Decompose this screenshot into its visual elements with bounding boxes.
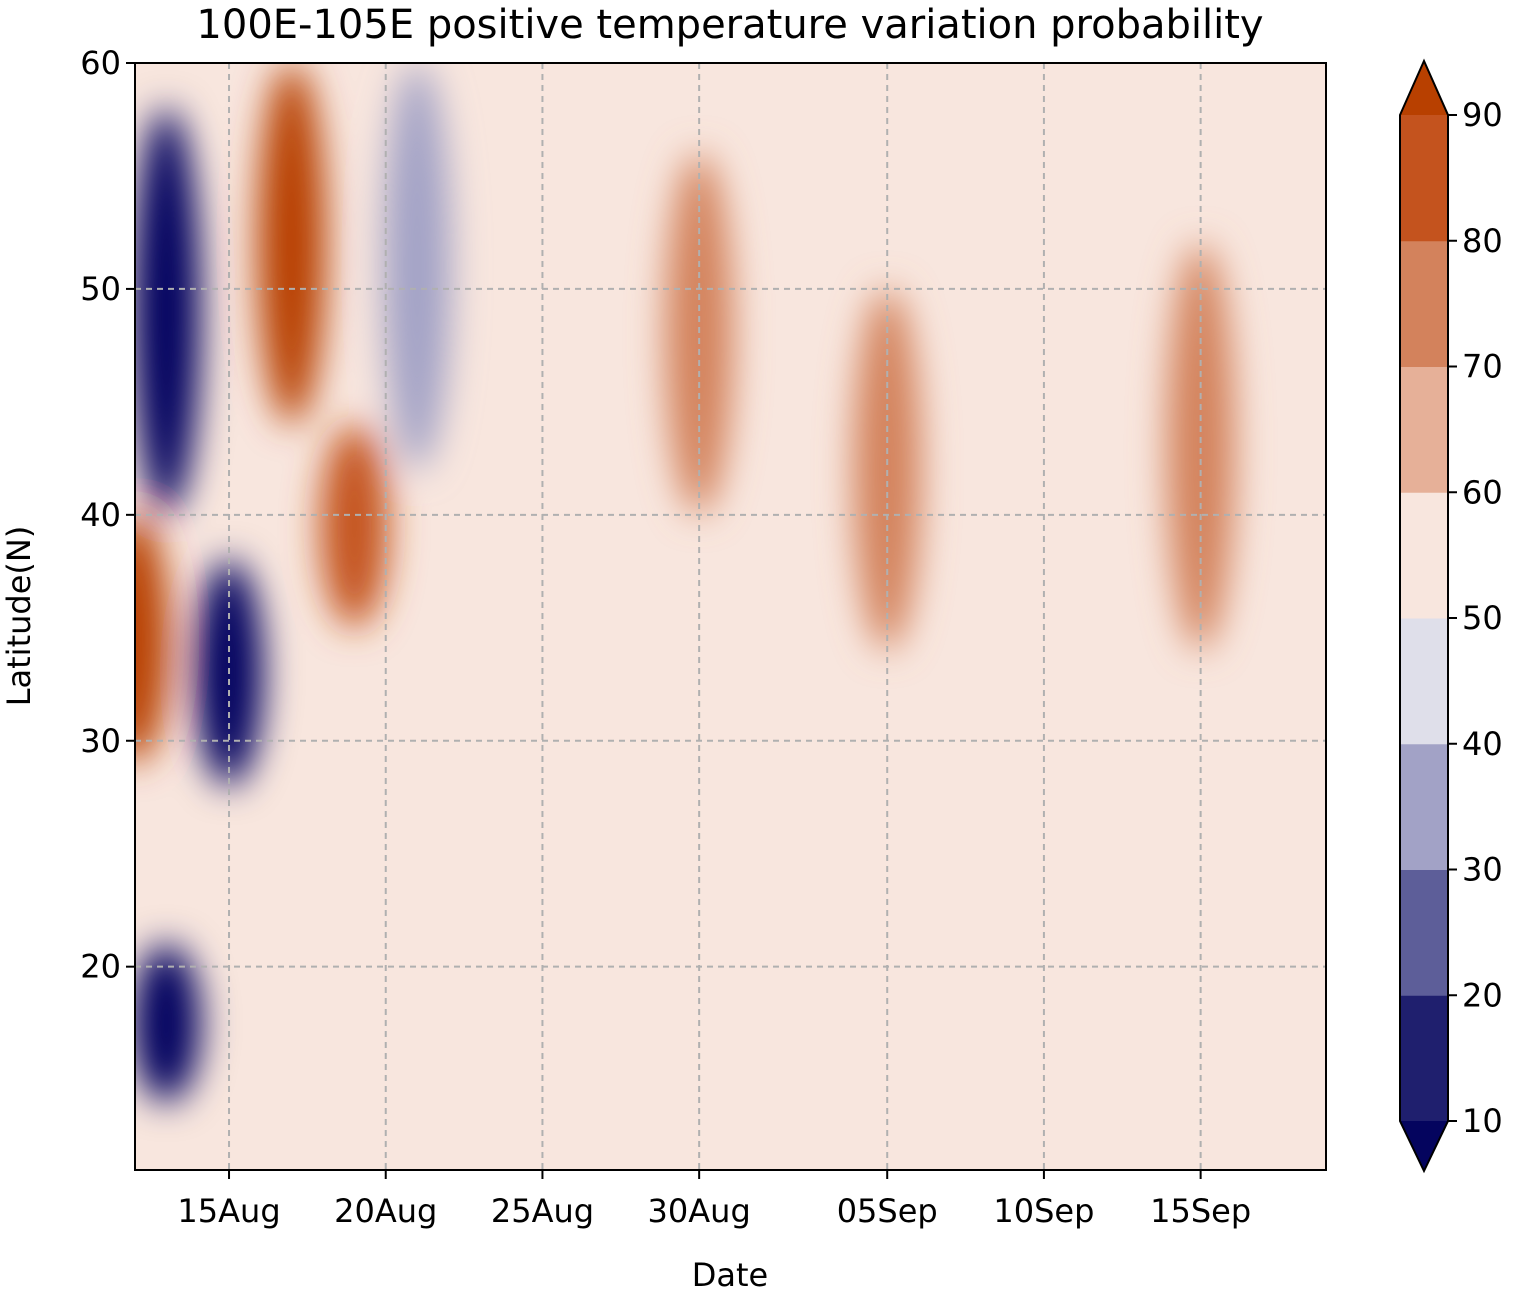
- colorbar-tick-label: 50: [1462, 599, 1503, 637]
- x-tick-label: 15Aug: [177, 1192, 280, 1230]
- colorbar-tick-label: 80: [1462, 222, 1503, 260]
- colorbar-tick-label: 70: [1462, 348, 1503, 386]
- y-tick-label: 60: [80, 44, 121, 82]
- colorbar-segment: [1400, 869, 1448, 996]
- colorbar-segment: [1400, 115, 1448, 242]
- colorbar-tick-label: 10: [1462, 1102, 1503, 1140]
- field-region-8: [665, 153, 734, 515]
- x-tick-label: 20Aug: [334, 1192, 437, 1230]
- colorbar-tick-label: 30: [1462, 851, 1503, 889]
- colorbar-extend-min: [1400, 1121, 1448, 1171]
- colorbar-segment: [1400, 995, 1448, 1122]
- field-background: [135, 63, 1326, 1170]
- y-tick-label: 30: [80, 722, 121, 760]
- contour-field: [135, 63, 1235, 1103]
- field-region-5: [320, 424, 389, 628]
- y-axis-label: Latitude(N): [0, 526, 38, 707]
- colorbar-tick-label: 90: [1462, 96, 1503, 134]
- colorbar-segment: [1400, 618, 1448, 745]
- plot-frame: [134, 62, 1327, 1171]
- x-axis-label: Date: [692, 1256, 768, 1290]
- colorbar-extend-max: [1400, 61, 1448, 115]
- chart-title: 100E-105E positive temperature variation…: [196, 2, 1263, 48]
- x-axis: 15Aug 20Aug 25Aug 30Aug 05Sep 10Sep 15Sep: [177, 1170, 1251, 1230]
- field-region-9: [1166, 243, 1235, 651]
- field-region-4: [257, 63, 326, 425]
- colorbar-segment: [1400, 240, 1448, 367]
- field-region-1: [135, 108, 201, 515]
- colorbar-tick-label: 40: [1462, 725, 1503, 763]
- grid: [135, 63, 1326, 1170]
- colorbar-segment: [1400, 492, 1448, 619]
- y-tick-label: 20: [80, 948, 121, 986]
- x-tick-label: 15Sep: [1150, 1192, 1251, 1230]
- x-tick-label: 10Sep: [993, 1192, 1094, 1230]
- field-region-10: [853, 288, 922, 651]
- colorbar-segment: [1400, 743, 1448, 870]
- x-tick-label: 30Aug: [648, 1192, 751, 1230]
- field-region-2: [135, 514, 169, 764]
- colorbar-tick-label: 20: [1462, 976, 1503, 1014]
- y-tick-label: 40: [80, 496, 121, 534]
- y-axis: 20 30 40 50 60: [80, 44, 135, 986]
- y-tick-label: 50: [80, 270, 121, 308]
- colorbar: 10 20 30 40 50 60 70 80 90: [1399, 58, 1503, 1174]
- x-tick-label: 05Sep: [837, 1192, 938, 1230]
- plot-area: [135, 63, 1326, 1170]
- x-tick-label: 25Aug: [491, 1192, 594, 1230]
- colorbar-tick-label: 60: [1462, 473, 1503, 511]
- field-region-7: [383, 63, 452, 470]
- field-region-6: [135, 944, 201, 1103]
- colorbar-segment: [1400, 366, 1448, 493]
